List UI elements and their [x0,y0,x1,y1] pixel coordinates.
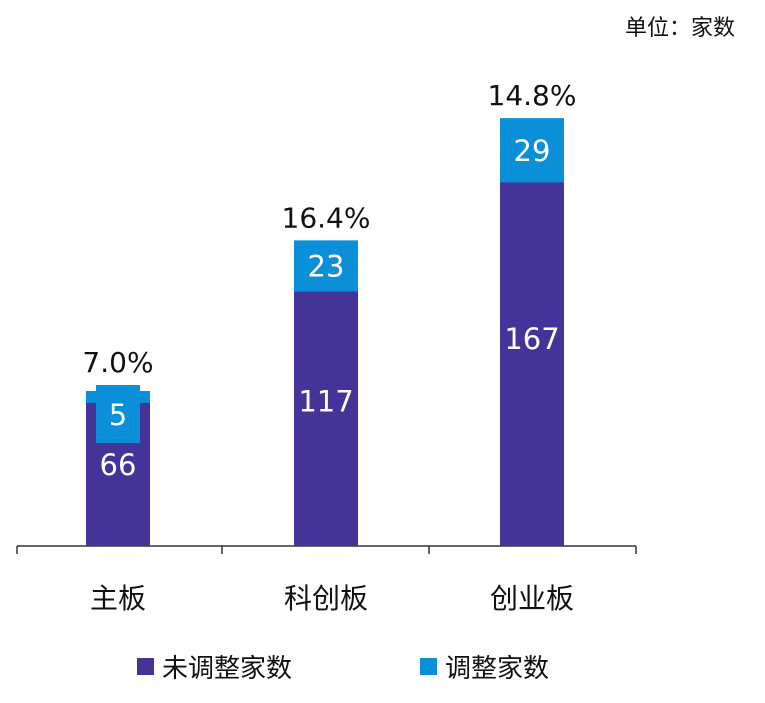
legend-label-unadjusted: 未调整家数 [162,654,293,684]
percent-label-0: 7.0% [82,346,153,379]
legend-label-adjusted: 调整家数 [445,654,550,684]
percent-label-2: 14.8% [488,79,577,112]
legend-item-unadjusted: 未调整家数 [137,648,292,685]
value-label-unadjusted-1: 117 [298,384,353,418]
bar-unadjusted-1 [294,290,358,546]
category-label-2: 创业板 [490,582,574,615]
bar-adjusted-1 [294,240,358,292]
bar-unadjusted-2 [500,181,564,546]
value-label-bg-adjusted-0 [96,385,140,444]
category-label-0: 主板 [90,582,146,615]
legend-swatch-adjusted [420,658,437,675]
unit-label: 单位：家数 [624,16,735,41]
legend-item-adjusted: 调整家数 [420,648,549,685]
bar-adjusted-2 [500,118,564,183]
percent-label-1: 16.4% [282,201,371,234]
value-label-adjusted-1: 23 [308,249,345,283]
value-label-unadjusted-0: 66 [100,448,137,482]
legend-swatch-unadjusted [137,658,154,675]
value-label-unadjusted-2: 167 [504,322,559,356]
value-label-adjusted-2: 29 [514,134,551,168]
stacked-bar-chart: 66 5 7.0% 主板 117 23 16.4% 科创板 167 29 14.8% 创业板 [16,79,637,615]
value-label-adjusted-0: 5 [109,398,127,432]
category-label-1: 科创板 [284,582,368,615]
